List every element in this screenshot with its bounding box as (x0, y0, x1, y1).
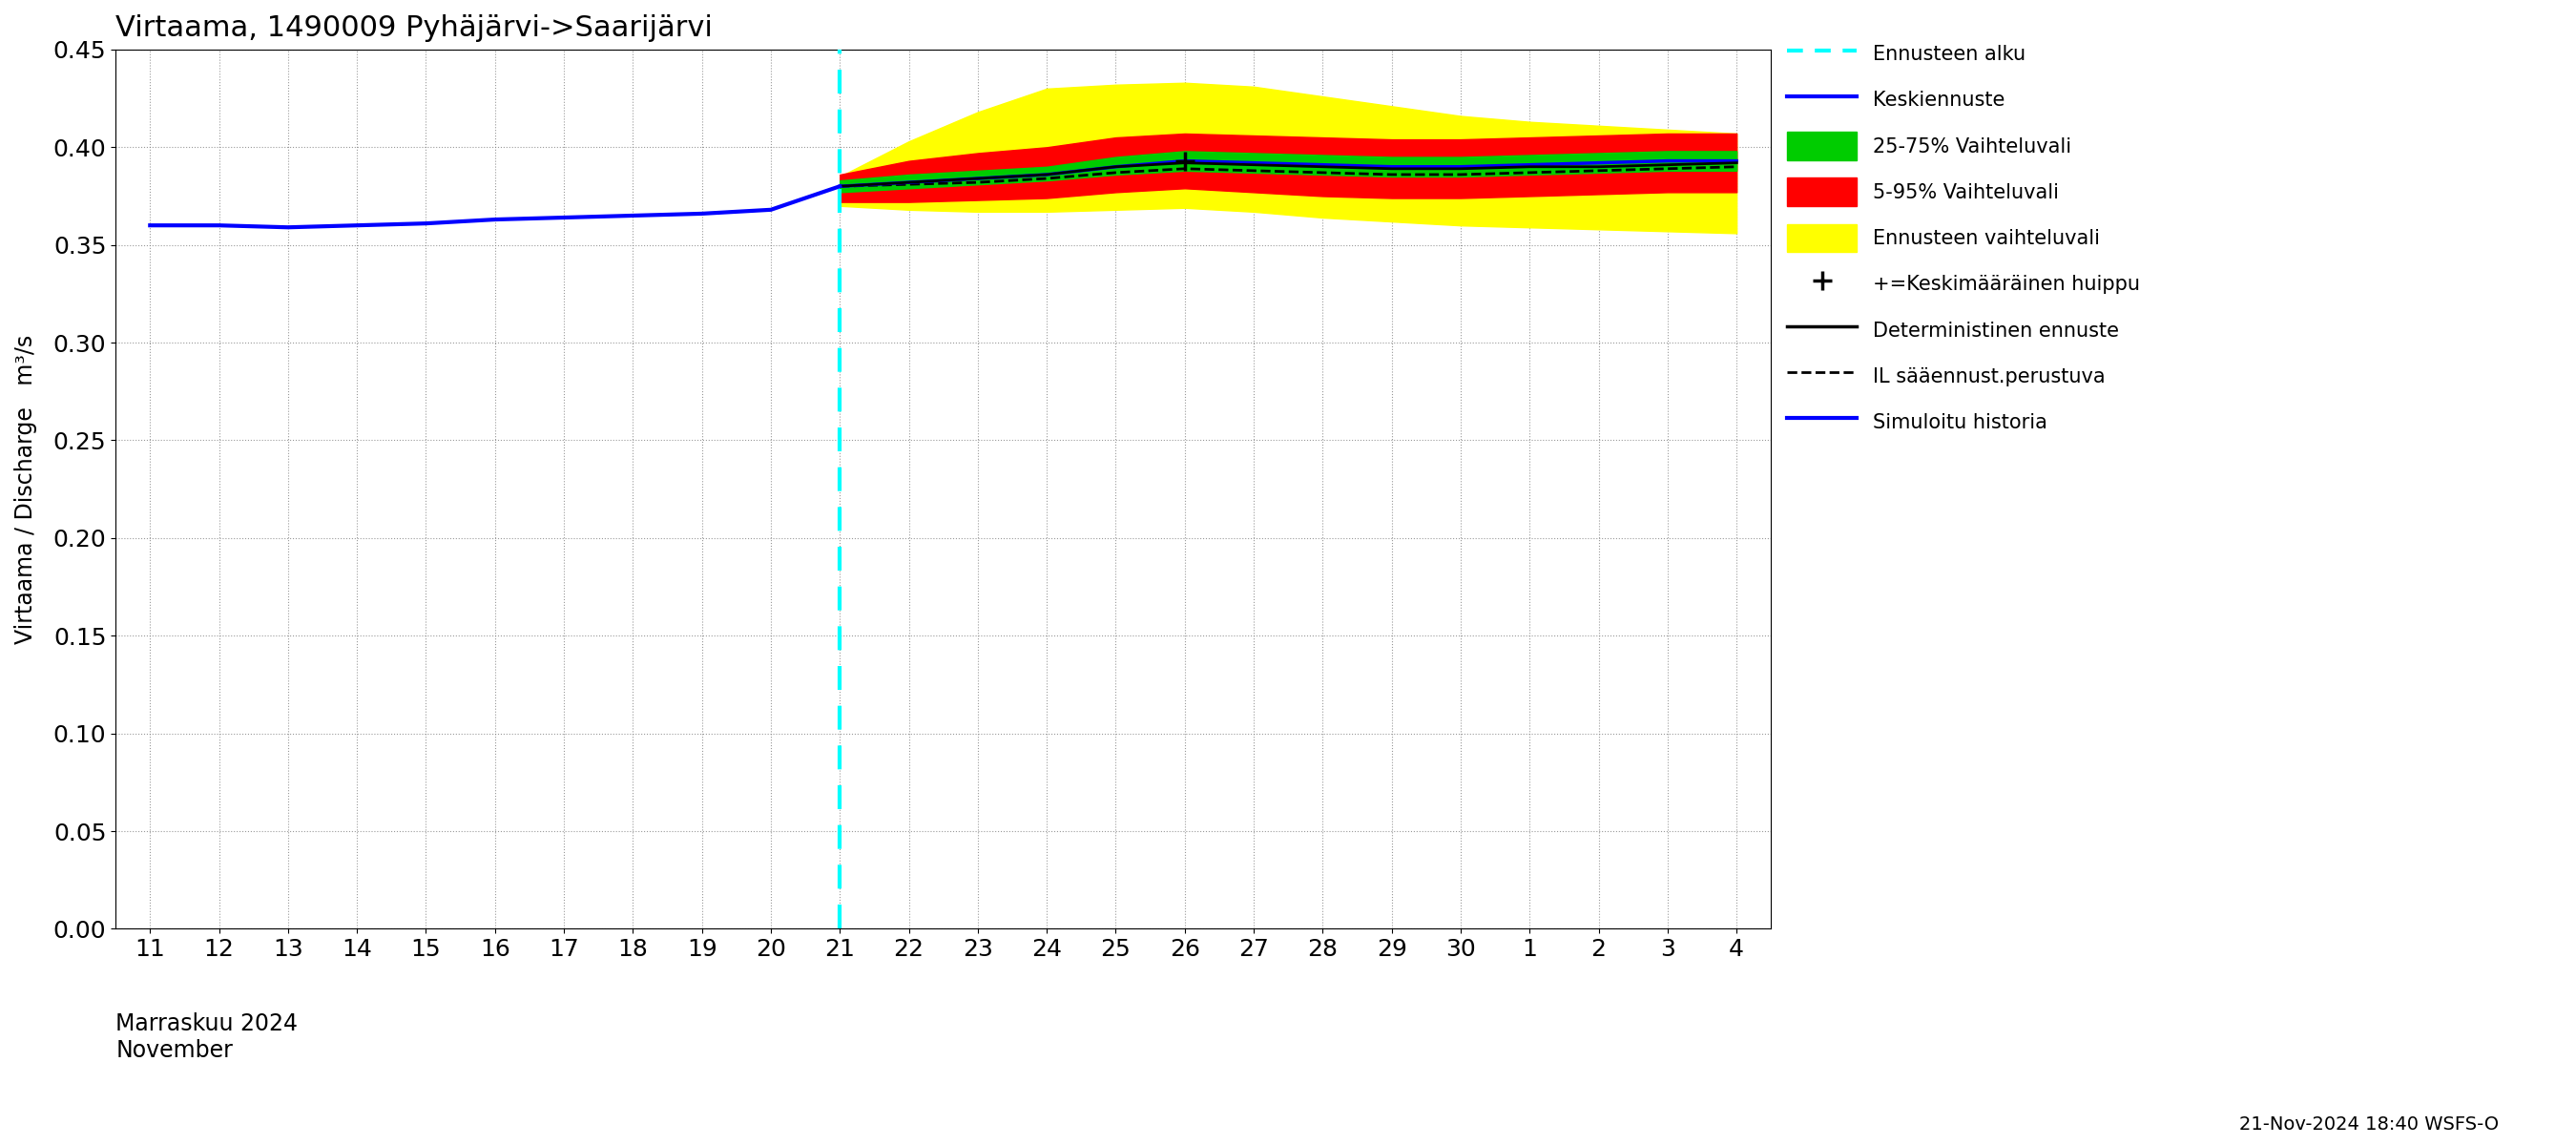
Text: Marraskuu 2024
November: Marraskuu 2024 November (116, 1012, 299, 1061)
Legend: Ennusteen alku, Keskiennuste, 25-75% Vaihteluvali, 5-95% Vaihteluvali, Ennusteen: Ennusteen alku, Keskiennuste, 25-75% Vai… (1780, 32, 2148, 444)
Text: 21-Nov-2024 18:40 WSFS-O: 21-Nov-2024 18:40 WSFS-O (2239, 1115, 2499, 1134)
Text: Virtaama, 1490009 Pyhäjärvi->Saarijärvi: Virtaama, 1490009 Pyhäjärvi->Saarijärvi (116, 14, 714, 42)
Y-axis label: Virtaama / Discharge   m³/s: Virtaama / Discharge m³/s (15, 334, 36, 643)
